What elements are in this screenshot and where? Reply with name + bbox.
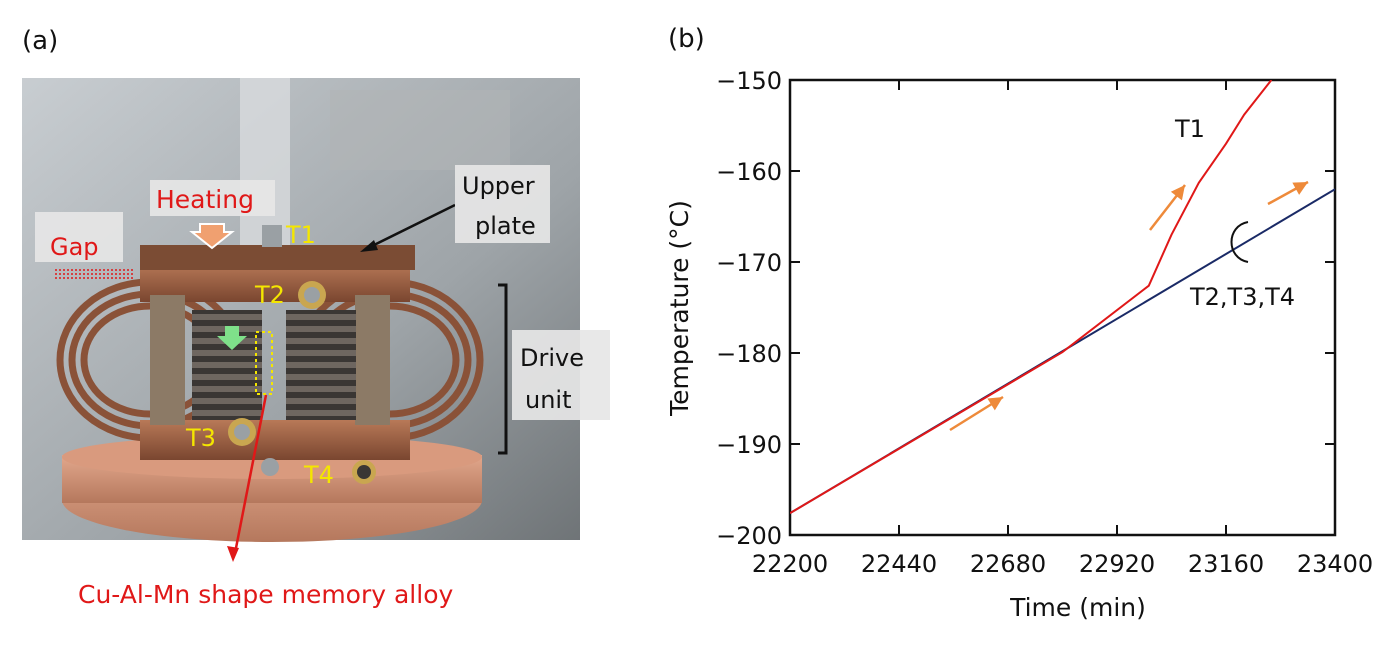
upper-plate-arrow-icon xyxy=(360,240,378,252)
drive-unit-label-line1: Drive xyxy=(520,344,584,372)
x-axis-title: Time (min) xyxy=(1009,593,1146,622)
trend-arrowhead-icon xyxy=(1292,182,1308,195)
sma-caption: Cu-Al-Mn shape memory alloy xyxy=(78,580,453,609)
upper-plate-label-line2: plate xyxy=(475,212,536,240)
t2-t3-t4-series-label: T2,T3,T4 xyxy=(1189,283,1295,311)
x-tick-label: 23400 xyxy=(1297,550,1373,578)
y-axis-title: Temperature (°C) xyxy=(665,200,694,417)
x-tick-label: 22440 xyxy=(861,550,937,578)
series-line-t1 xyxy=(790,80,1273,515)
t1-sensor-label: T1 xyxy=(285,221,316,249)
plot-area-frame xyxy=(788,78,1337,537)
trend-arrowhead-icon xyxy=(987,397,1003,411)
x-tick-label: 22920 xyxy=(1079,550,1155,578)
sma-pointer-arrow-icon xyxy=(227,546,239,562)
group-bracket xyxy=(1230,221,1249,263)
trend-arrowhead-icon xyxy=(1170,185,1185,201)
panel-a-label: (a) xyxy=(22,26,59,56)
y-tick-label: −180 xyxy=(716,340,782,368)
drive-unit-label-line2: unit xyxy=(525,386,572,414)
y-tick-label: −170 xyxy=(716,249,782,277)
t1-series-label: T1 xyxy=(1174,115,1205,143)
apparatus-photo: Heating Gap Upper plate Drive unit T1 T2… xyxy=(22,78,610,609)
y-tick-label: −200 xyxy=(716,522,782,550)
t4-sensor-label: T4 xyxy=(303,461,334,489)
t2-sensor-label: T2 xyxy=(254,281,285,309)
y-tick-label: −160 xyxy=(716,158,782,186)
heating-arrow-icon xyxy=(189,223,235,250)
y-tick-label: −190 xyxy=(716,431,782,459)
x-tick-label: 22200 xyxy=(752,550,828,578)
sma-highlight-box xyxy=(255,331,273,395)
gap-marker xyxy=(55,269,135,279)
drive-unit-bracket xyxy=(498,283,508,455)
green-down-arrow-icon xyxy=(217,326,247,350)
gap-label: Gap xyxy=(50,233,99,261)
panel-b-label: (b) xyxy=(668,24,705,54)
t3-sensor-label: T3 xyxy=(185,424,216,452)
x-tick-label: 23160 xyxy=(1188,550,1264,578)
y-tick-label: −150 xyxy=(716,67,782,95)
upper-plate-label-line1: Upper xyxy=(462,172,535,200)
right-spring xyxy=(286,310,356,420)
x-tick-label: 22680 xyxy=(970,550,1046,578)
heating-label: Heating xyxy=(156,185,254,214)
